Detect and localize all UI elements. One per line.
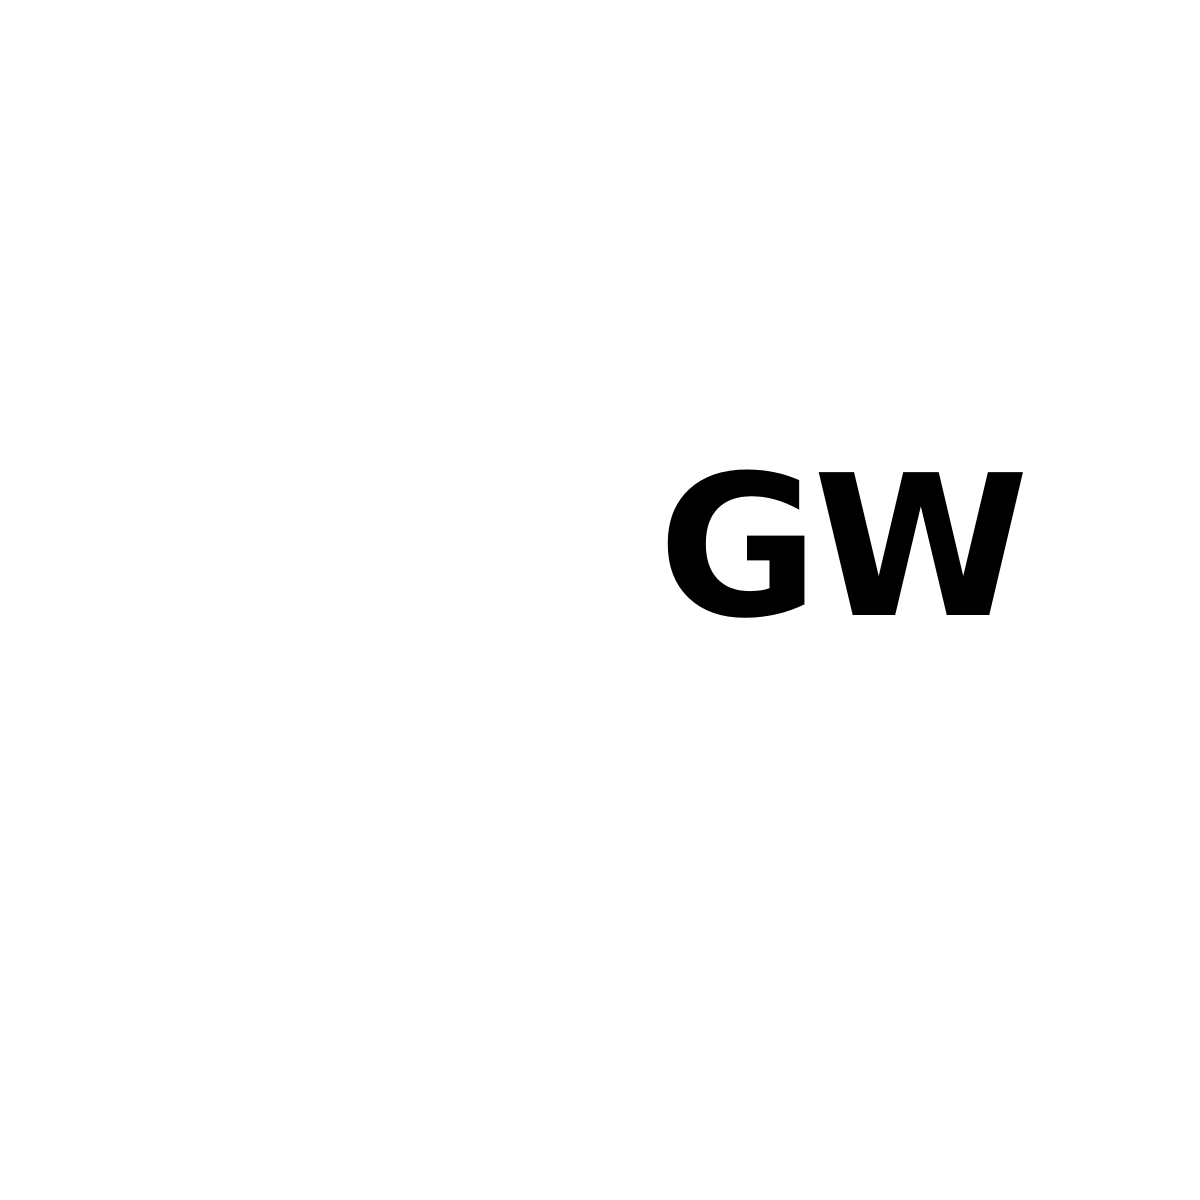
monogram-text: GW — [658, 434, 1029, 662]
